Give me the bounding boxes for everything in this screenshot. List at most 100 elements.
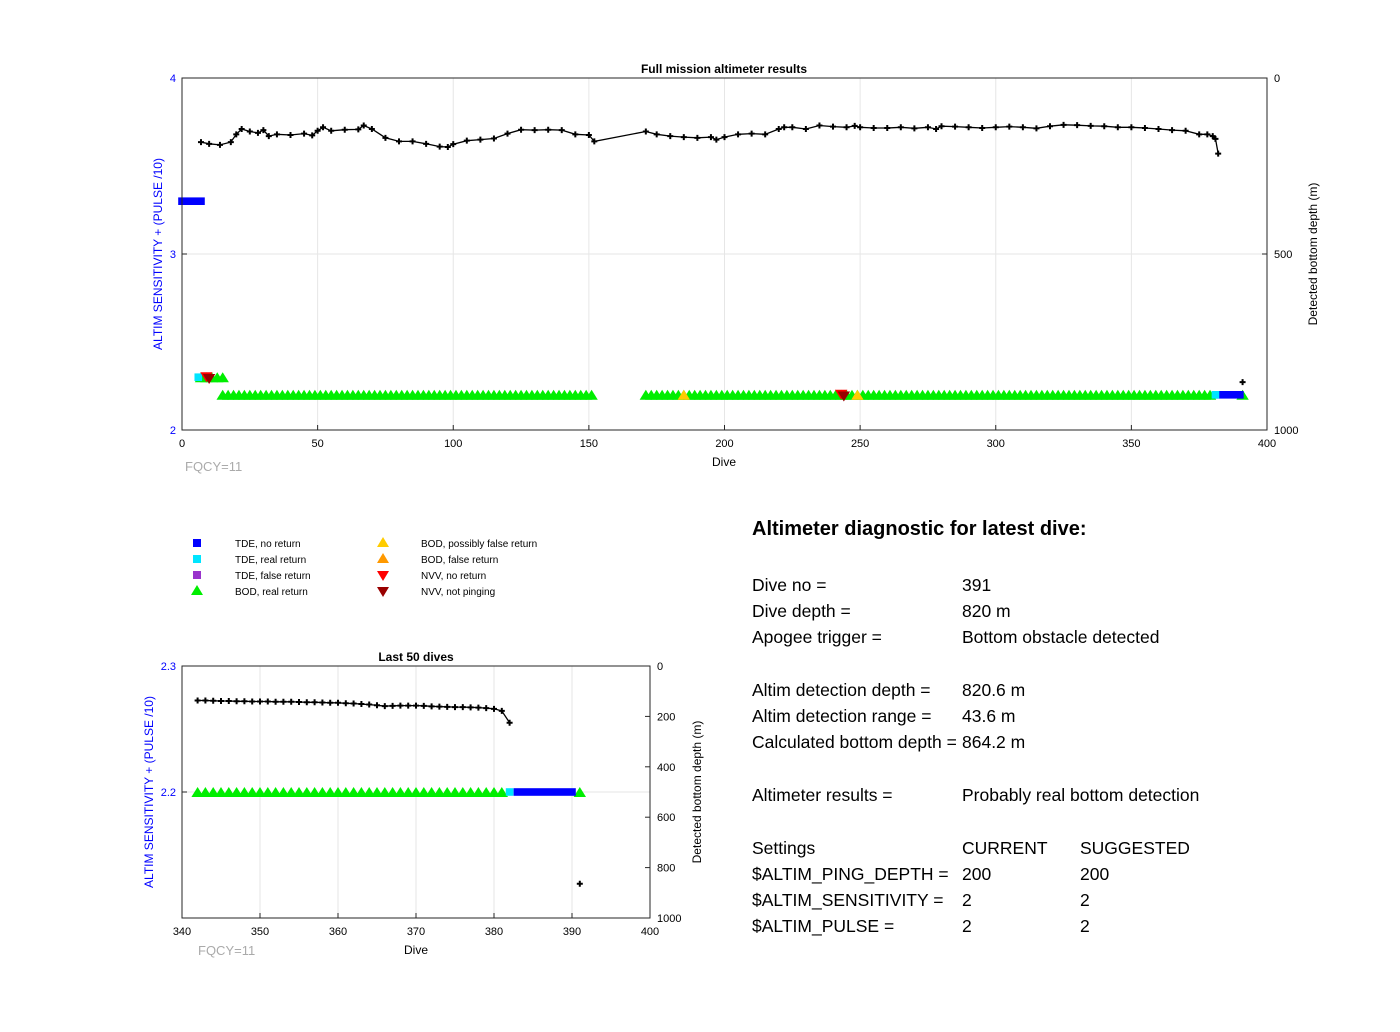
suggested-header: SUGGESTED	[1080, 838, 1190, 858]
bottom-depth-marker	[309, 132, 316, 139]
x-tick-label: 400	[641, 926, 659, 938]
bod-marker	[324, 787, 337, 797]
bod-marker	[214, 787, 228, 797]
altim-detection-range-label: Altim detection range =	[752, 706, 932, 726]
legend: TDE, no return TDE, real return TDE, fal…	[191, 537, 537, 598]
bottom-depth-marker	[452, 704, 458, 711]
bottom-depth-marker	[667, 133, 674, 140]
y-right-tick-label: 0	[657, 661, 663, 673]
bod-marker	[339, 787, 352, 797]
bottom-depth-marker	[475, 704, 482, 711]
bottom-depth-marker	[420, 702, 427, 709]
bottom-depth-marker	[694, 134, 701, 141]
bottom-depth-marker	[382, 134, 389, 141]
bottom-depth-marker	[938, 123, 945, 130]
main-chart-title: Full mission altimeter results	[641, 62, 807, 76]
bottom-depth-marker	[558, 127, 565, 134]
x-tick-label: 400	[1258, 438, 1276, 450]
bottom-depth-marker	[775, 126, 782, 133]
ping-depth-suggested: 200	[1080, 864, 1110, 884]
bod-marker	[472, 787, 485, 797]
ping-depth-current: 200	[962, 864, 992, 884]
x-tick-label: 380	[485, 926, 503, 938]
bottom-depth-marker	[288, 698, 295, 705]
diagnostic-title: Altimeter diagnostic for latest dive:	[752, 518, 1087, 540]
bod-marker	[207, 787, 220, 797]
bottom-depth-marker	[781, 124, 788, 131]
bod-marker	[480, 787, 493, 797]
legend-bod-real-return-icon	[191, 585, 203, 595]
bottom-depth-marker	[789, 124, 796, 131]
bottom-depth-marker	[265, 133, 272, 140]
last50-left-axis-label: ALTIM SENSITIVITY + (PULSE /10)	[142, 696, 156, 888]
bottom-depth-marker	[436, 143, 443, 150]
bod-marker	[246, 787, 259, 797]
legend-tde-no-return-icon	[193, 539, 201, 547]
bod-marker	[222, 787, 235, 797]
y-left-tick-label: 2.3	[161, 661, 176, 673]
bottom-depth-marker	[545, 126, 552, 133]
bod-marker	[677, 389, 691, 400]
last50-right-axis-label: Detected bottom depth (m)	[690, 721, 704, 864]
legend-tde-false-return-icon	[193, 571, 201, 579]
bottom-depth-marker	[483, 705, 490, 712]
full-mission-chart: Full mission altimeter results 0 50 100 150…	[151, 62, 1320, 474]
last50-axis-ticks: 340 350 360 370 380 390 400 2.2 2.3 0 200 400 600 800…	[161, 661, 682, 938]
bod-marker	[378, 787, 391, 797]
bottom-depth-marker	[816, 122, 823, 129]
bottom-depth-marker	[396, 138, 402, 145]
bod-marker	[261, 787, 274, 797]
last50-plot-area	[191, 697, 586, 887]
legend-bod-real-return-label: BOD, real return	[235, 587, 308, 598]
bottom-depth-marker	[368, 126, 375, 133]
bod-marker	[394, 787, 407, 797]
legend-nvv-not-pinging-label: NVV, not pinging	[421, 587, 495, 598]
bottom-depth-marker	[1215, 150, 1222, 157]
tde-no-return-band	[178, 197, 205, 205]
x-tick-label: 250	[851, 438, 869, 450]
x-tick-label: 340	[173, 926, 191, 938]
bod-marker	[386, 787, 399, 797]
bod-marker	[308, 787, 321, 797]
bottom-depth-marker	[260, 127, 267, 134]
bottom-depth-marker	[721, 134, 728, 141]
x-tick-label: 370	[407, 926, 425, 938]
bod-marker	[363, 787, 376, 797]
bod-marker	[409, 787, 423, 797]
calculated-bottom-value: 864.2 m	[962, 732, 1026, 752]
bottom-depth-marker	[423, 140, 430, 147]
bottom-depth-marker	[1212, 135, 1219, 142]
main-plot-area	[178, 121, 1249, 402]
sensitivity-suggested: 2	[1080, 890, 1090, 910]
bottom-depth-marker	[459, 704, 466, 711]
bottom-depth-marker	[350, 700, 357, 707]
bottom-depth-marker	[1101, 123, 1108, 130]
bod-marker	[441, 787, 454, 797]
main-x-axis-label: Dive	[712, 455, 736, 469]
tde-marker	[1211, 391, 1220, 399]
bottom-depth-marker	[802, 126, 809, 133]
last50-x-axis-label: Dive	[404, 943, 428, 957]
x-tick-label: 150	[580, 438, 598, 450]
bottom-depth-marker	[389, 702, 396, 709]
bottom-depth-marker	[463, 137, 470, 144]
bod-marker	[285, 787, 298, 797]
bottom-depth-marker	[249, 698, 256, 705]
bottom-depth-marker	[1169, 127, 1176, 134]
y-left-tick-label: 2.2	[161, 787, 176, 799]
bottom-depth-marker	[884, 124, 891, 131]
bottom-depth-marker	[194, 697, 201, 704]
bod-marker	[253, 787, 267, 797]
bottom-depth-marker	[206, 140, 213, 147]
legend-bod-possibly-false-icon	[377, 537, 389, 547]
bottom-depth-marker	[1182, 127, 1189, 134]
bottom-depth-marker	[397, 702, 404, 709]
bottom-depth-marker	[1141, 124, 1148, 131]
bottom-depth-marker	[366, 701, 373, 708]
bod-marker	[495, 787, 508, 797]
bottom-depth-marker	[280, 698, 287, 705]
bottom-depth-marker	[952, 123, 959, 130]
bottom-depth-marker	[287, 132, 294, 139]
bottom-depth-marker	[585, 132, 592, 139]
bottom-depth-marker	[360, 122, 367, 129]
